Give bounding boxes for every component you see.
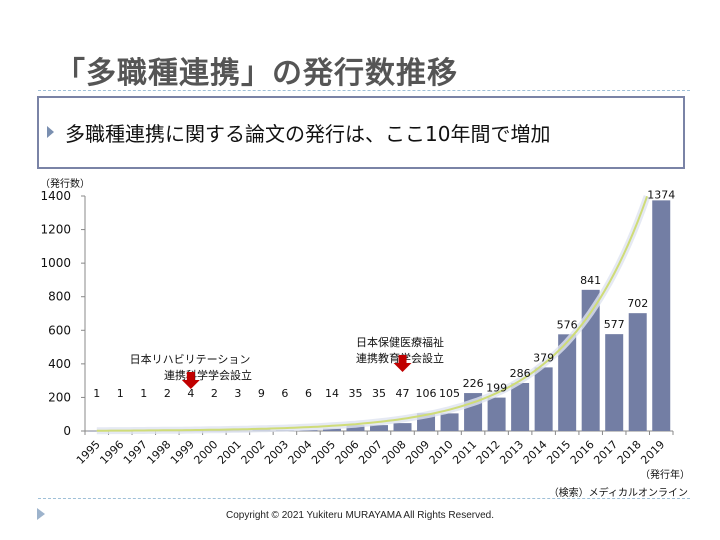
x-tick-label: 2004 [286, 438, 315, 467]
annotation-line: 日本リハビリテーション [130, 352, 251, 366]
data-label: 6 [305, 387, 312, 400]
bar-2006 [346, 425, 365, 431]
trendline [96, 195, 649, 432]
bar-2016 [581, 289, 600, 431]
data-label: 105 [439, 387, 460, 400]
data-label: 577 [604, 318, 625, 331]
bar-2008 [393, 423, 412, 431]
x-tick-label: 2016 [568, 438, 597, 467]
bullet-triangle-icon [47, 126, 54, 138]
x-tick-label: 2006 [333, 438, 362, 467]
x-tick-label: 2001 [215, 438, 244, 467]
bar-2007 [370, 425, 388, 431]
data-label: 702 [627, 297, 648, 310]
footer-triangle-icon [37, 508, 45, 520]
data-label: 576 [557, 318, 578, 331]
data-label: 379 [533, 351, 554, 364]
data-label: 1 [93, 387, 100, 400]
x-tick-label: 2003 [262, 438, 291, 467]
data-label: 3 [234, 387, 241, 400]
data-label: 1 [117, 387, 124, 400]
annotation-line: 日本保健医療福祉 [356, 335, 444, 349]
data-label: 35 [372, 387, 386, 400]
key-point-text: 多職種連携に関する論文の発行は、ここ10年間で増加 [65, 122, 551, 146]
data-label: 2 [164, 387, 171, 400]
key-point-box: 多職種連携に関する論文の発行は、ここ10年間で増加 [37, 96, 685, 169]
data-label: 9 [258, 387, 265, 400]
x-axis-label: （発行年） [640, 468, 690, 481]
data-label: 2 [211, 387, 218, 400]
bar-2019 [652, 200, 671, 431]
y-tick-label: 1000 [40, 256, 71, 270]
data-label: 226 [463, 377, 484, 390]
bar-2018 [628, 313, 647, 431]
down-arrow-icon [393, 355, 412, 372]
data-label: 106 [416, 387, 437, 400]
x-tick-label: 2013 [497, 438, 526, 467]
y-tick-label: 800 [48, 290, 71, 304]
x-tick-label: 2010 [427, 438, 456, 467]
bar-2010 [440, 413, 459, 431]
bar-2005 [322, 428, 341, 431]
x-tick-label: 2018 [615, 438, 644, 467]
bar-1995 [87, 430, 106, 432]
footer-divider [38, 498, 690, 499]
data-label: 286 [510, 367, 531, 380]
data-label: 6 [281, 387, 288, 400]
x-tick-label: 2000 [191, 438, 220, 467]
bar-2014 [534, 367, 553, 431]
data-label: 1374 [647, 188, 675, 201]
x-tick-label: 2014 [521, 438, 550, 467]
x-tick-label: 2008 [380, 438, 409, 467]
x-tick-label: 1998 [144, 438, 173, 467]
source-note: （検索）メディカルオンライン [549, 486, 688, 499]
bar-2015 [558, 334, 577, 431]
data-label: 35 [348, 387, 362, 400]
title-divider [38, 90, 690, 91]
slide-title: 「多職種連携」の発行数推移 [55, 56, 458, 91]
copyright: Copyright © 2021 Yukiteru MURAYAMA All R… [225, 510, 495, 521]
y-tick-label: 200 [48, 390, 71, 404]
data-label: 841 [580, 274, 601, 287]
y-tick-label: 0 [63, 424, 71, 438]
x-tick-label: 1999 [168, 438, 197, 467]
data-label: 199 [486, 382, 507, 395]
x-tick-label: 2009 [403, 438, 432, 467]
x-tick-label: 2002 [239, 438, 268, 467]
x-tick-label: 1995 [74, 438, 103, 467]
bar-2013 [511, 382, 530, 431]
x-tick-label: 2019 [638, 438, 667, 467]
bar-2012 [487, 397, 506, 431]
x-tick-label: 2012 [474, 438, 503, 467]
x-tick-label: 2011 [450, 438, 479, 467]
data-label: 1 [140, 387, 147, 400]
x-tick-label: 2015 [544, 438, 573, 467]
y-tick-label: 1200 [40, 223, 71, 237]
x-tick-label: 2005 [309, 438, 338, 467]
bar-2017 [605, 334, 624, 431]
y-tick-label: 600 [48, 323, 71, 337]
x-tick-label: 2007 [356, 438, 385, 467]
down-arrow-icon [181, 372, 200, 389]
data-label: 4 [187, 387, 194, 400]
y-tick-label: 400 [48, 357, 71, 371]
y-axis-label: （発行数） [40, 177, 90, 190]
y-tick-label: 1400 [40, 189, 71, 203]
x-tick-label: 2017 [591, 438, 620, 467]
data-label: 47 [396, 387, 410, 400]
x-tick-label: 1997 [121, 438, 150, 467]
x-tick-label: 1996 [97, 438, 126, 467]
annotation-line: 連携科学学会設立 [164, 368, 252, 382]
data-label: 14 [325, 387, 339, 400]
